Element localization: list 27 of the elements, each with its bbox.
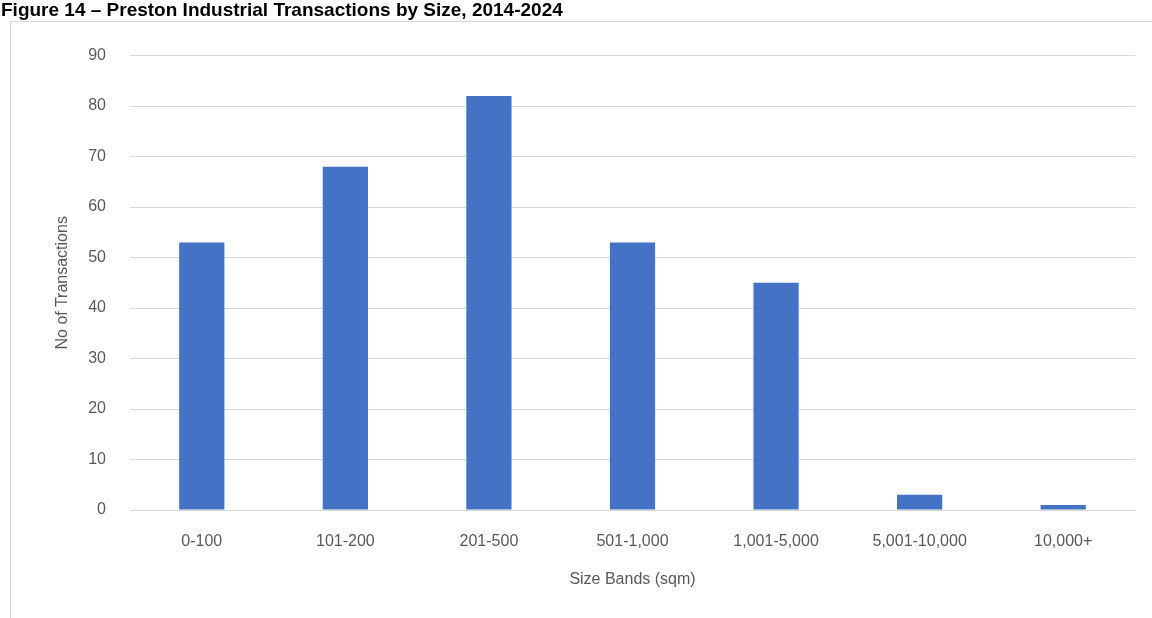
y-tick-label: 80 <box>88 96 107 114</box>
x-tick-label: 201-500 <box>459 532 519 550</box>
y-axis-title: No of Transactions <box>53 216 71 350</box>
x-tick-label: 501-1,000 <box>596 532 669 550</box>
y-tick-label: 70 <box>88 146 107 164</box>
y-tick-label: 30 <box>88 348 107 366</box>
y-tick-label: 40 <box>88 298 107 316</box>
x-tick-label: 5,001-10,000 <box>872 532 967 550</box>
x-tick-label: 0-100 <box>181 532 223 550</box>
bar <box>1040 504 1086 510</box>
bar <box>753 282 799 510</box>
x-tick-label: 1,001-5,000 <box>733 532 819 550</box>
y-tick-label: 20 <box>88 399 107 417</box>
bar <box>179 242 225 510</box>
bar <box>322 166 368 510</box>
y-tick-label: 50 <box>88 247 107 265</box>
bar <box>466 95 512 510</box>
y-tick-label: 90 <box>88 46 107 64</box>
chart-title: Figure 14 – Preston Industrial Transactions by Size, 2014-2024 <box>1 0 563 20</box>
y-tick-label: 0 <box>97 500 107 518</box>
x-tick-label: 101-200 <box>316 532 375 550</box>
y-tick-label: 10 <box>88 449 107 467</box>
x-axis-title: Size Bands (sqm) <box>569 569 696 587</box>
x-tick-label: 10,000+ <box>1034 532 1093 550</box>
bar <box>897 494 943 510</box>
y-tick-label: 60 <box>88 197 107 215</box>
bar <box>609 242 656 510</box>
